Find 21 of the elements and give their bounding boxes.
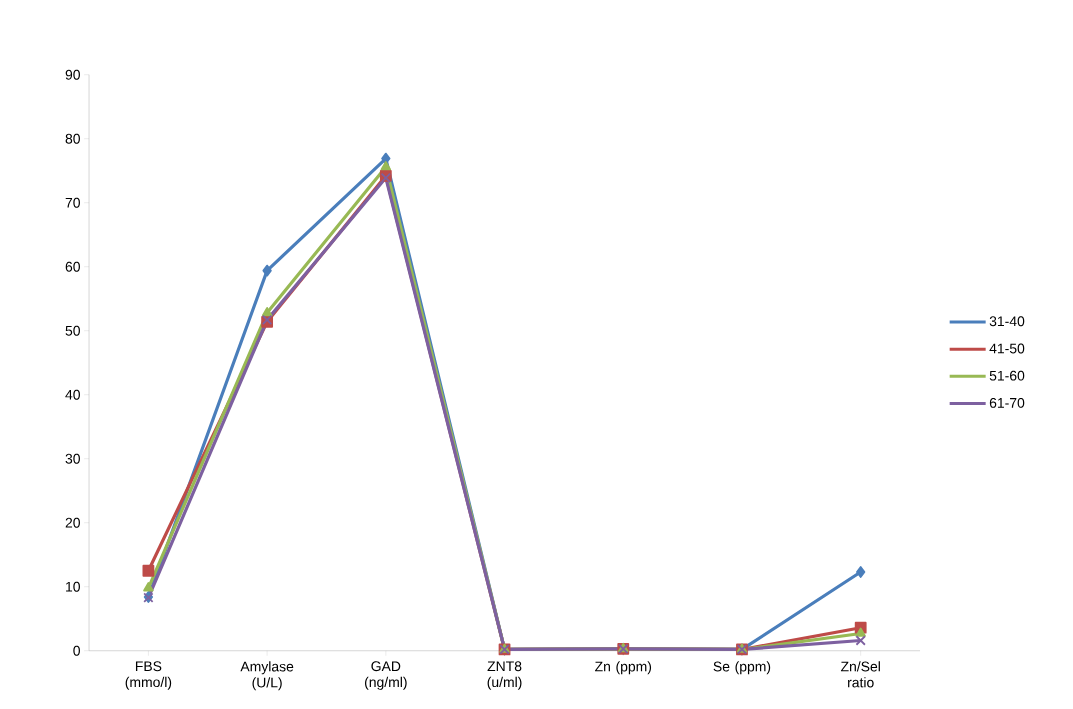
y-tick-label: 60 xyxy=(65,261,80,272)
x-tick-label: ZNT8 (u/ml) xyxy=(487,661,522,690)
x-tick-label: Zn/Sel ratio xyxy=(840,661,880,688)
y-tick-label: 50 xyxy=(65,325,80,336)
y-tick-label: 10 xyxy=(66,581,80,592)
legend-label: 41-50 xyxy=(989,343,1025,354)
legend-label: 61-70 xyxy=(989,397,1025,408)
y-tick-label: 40 xyxy=(65,389,80,400)
x-tick-label: Zn (ppm) xyxy=(595,661,652,675)
y-tick-label: 0 xyxy=(73,645,80,656)
y-tick-label: 70 xyxy=(65,197,80,208)
y-tick-label: 20 xyxy=(65,517,80,528)
y-tick-label: 80 xyxy=(65,133,80,144)
x-tick-label: Se (ppm) xyxy=(713,661,771,675)
x-tick-label: FBS (mmo/l) xyxy=(125,661,172,690)
y-tick-label: 90 xyxy=(65,69,80,80)
legend-label: 51-60 xyxy=(989,370,1025,381)
x-tick-label: GAD (ng/ml) xyxy=(364,661,407,690)
x-tick-label: Amylase (U/L) xyxy=(240,661,294,691)
legend-label: 31-40 xyxy=(989,316,1025,327)
y-tick-label: 30 xyxy=(65,453,80,464)
